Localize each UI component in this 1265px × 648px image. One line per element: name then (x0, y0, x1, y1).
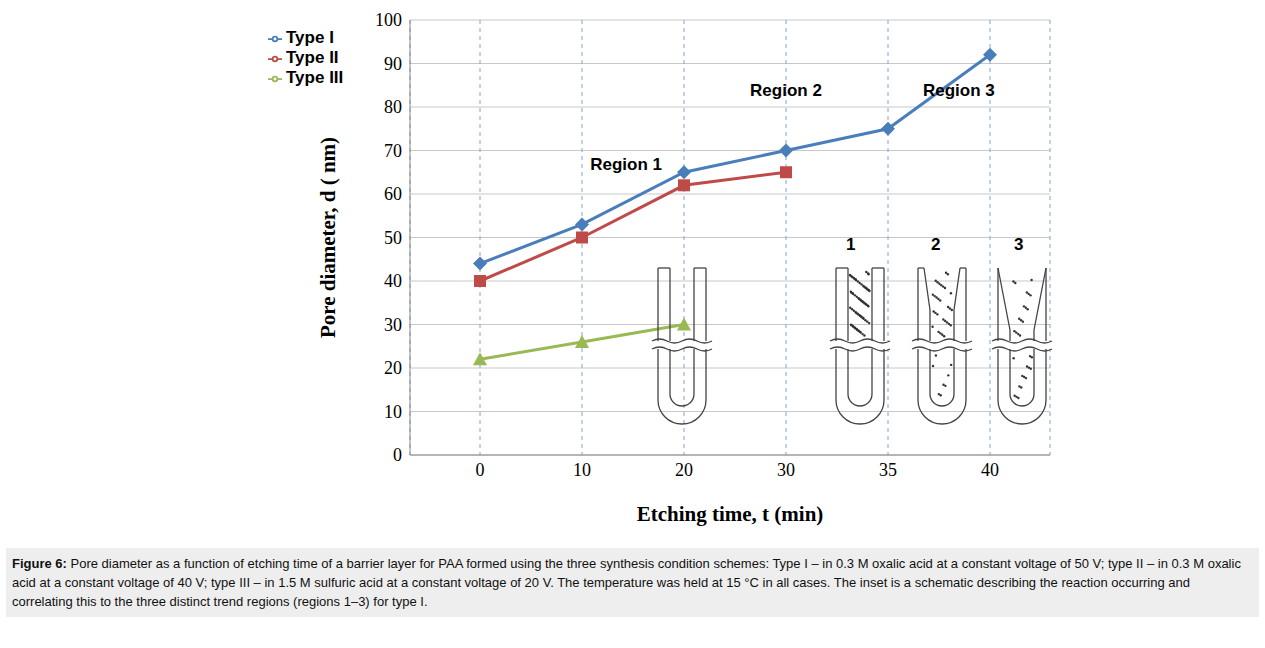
svg-text:35: 35 (879, 460, 897, 480)
svg-text:60: 60 (384, 184, 402, 204)
svg-text:0: 0 (476, 460, 485, 480)
html-text:Type I: Type I (286, 28, 334, 47)
svg-text:40: 40 (981, 460, 999, 480)
html-text:Type III: Type III (286, 68, 344, 87)
svg-text:50: 50 (384, 228, 402, 248)
svg-text:30: 30 (384, 315, 402, 335)
svg-text:Etching time, t (min): Etching time, t (min) (637, 502, 824, 526)
svg-text:Region 1: Region 1 (590, 155, 662, 174)
svg-text:1: 1 (846, 235, 855, 254)
svg-text:40: 40 (384, 271, 402, 291)
svg-text:0: 0 (393, 445, 402, 465)
svg-text:80: 80 (384, 97, 402, 117)
html-text:Type II: Type II (286, 48, 339, 67)
svg-text:100: 100 (375, 10, 402, 30)
svg-text:10: 10 (573, 460, 591, 480)
svg-text:30: 30 (777, 460, 795, 480)
svg-text:2: 2 (931, 235, 940, 254)
svg-text:90: 90 (384, 54, 402, 74)
svg-text:70: 70 (384, 141, 402, 161)
svg-text:Region 3: Region 3 (923, 81, 995, 100)
svg-text:Pore diameter, d ( nm): Pore diameter, d ( nm) (316, 137, 340, 338)
svg-text:20: 20 (384, 358, 402, 378)
svg-text:10: 10 (384, 402, 402, 422)
svg-text:Region 2: Region 2 (750, 81, 822, 100)
html-text:Figure 6: Pore diameter as a f: Figure 6: Pore diameter as a function of… (12, 556, 1241, 609)
svg-text:20: 20 (675, 460, 693, 480)
svg-text:3: 3 (1014, 235, 1023, 254)
